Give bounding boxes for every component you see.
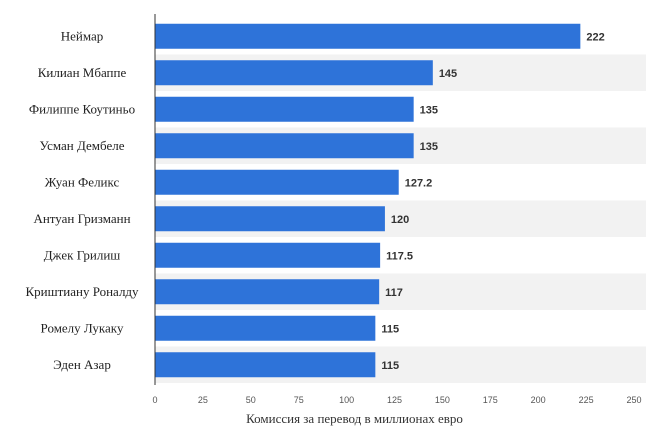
bar <box>155 133 414 159</box>
value-label: 117.5 <box>386 250 413 262</box>
category-label: Криштиану Роналду <box>25 284 139 299</box>
category-label: Жуан Феликс <box>45 174 120 189</box>
category-label: Филиппе Коутиньо <box>29 101 135 116</box>
category-label: Неймар <box>61 28 104 43</box>
x-tick-label: 150 <box>435 395 450 405</box>
category-label: Усман Дембеле <box>39 138 124 153</box>
category-label: Антуан Гризманн <box>33 211 130 226</box>
bar <box>155 96 414 122</box>
category-label: Ромелу Лукаку <box>41 320 124 335</box>
category-label: Килиан Мбаппе <box>38 65 127 80</box>
x-tick-label: 125 <box>387 395 402 405</box>
bar <box>155 242 381 268</box>
value-label: 135 <box>420 104 438 116</box>
x-tick-label: 100 <box>339 395 354 405</box>
x-tick-label: 50 <box>246 395 256 405</box>
value-label: 127.2 <box>405 177 433 189</box>
x-tick-labels: 0 25 50 75 100 125 150 175 200 225 250 <box>152 395 641 405</box>
value-labels: 222 145 135 135 127.2 120 117.5 117 115 115 <box>381 31 604 372</box>
bar <box>155 206 385 232</box>
value-label: 135 <box>420 141 438 153</box>
value-label: 145 <box>439 68 457 80</box>
x-tick-label: 0 <box>152 395 157 405</box>
x-tick-label: 175 <box>483 395 498 405</box>
x-tick-label: 25 <box>198 395 208 405</box>
category-label: Эден Азар <box>53 357 111 372</box>
x-tick-label: 75 <box>294 395 304 405</box>
category-label: Джек Грилиш <box>44 247 121 262</box>
x-tick-label: 250 <box>626 395 641 405</box>
bar <box>155 169 399 195</box>
x-tick-label: 200 <box>531 395 546 405</box>
value-label: 115 <box>381 360 399 372</box>
value-label: 120 <box>391 214 409 226</box>
bar <box>155 315 376 341</box>
bar <box>155 23 581 49</box>
x-axis-title: Комиссия за перевод в миллионах евро <box>246 411 463 426</box>
value-label: 117 <box>385 287 403 299</box>
value-label: 115 <box>381 323 399 335</box>
bar <box>155 352 376 378</box>
bar <box>155 60 433 86</box>
bar <box>155 279 380 305</box>
x-tick-label: 225 <box>579 395 594 405</box>
bars-group <box>155 23 581 378</box>
value-label: 222 <box>586 31 604 43</box>
category-labels: Неймар Килиан Мбаппе Филиппе Коутиньо Усман… <box>25 28 139 372</box>
